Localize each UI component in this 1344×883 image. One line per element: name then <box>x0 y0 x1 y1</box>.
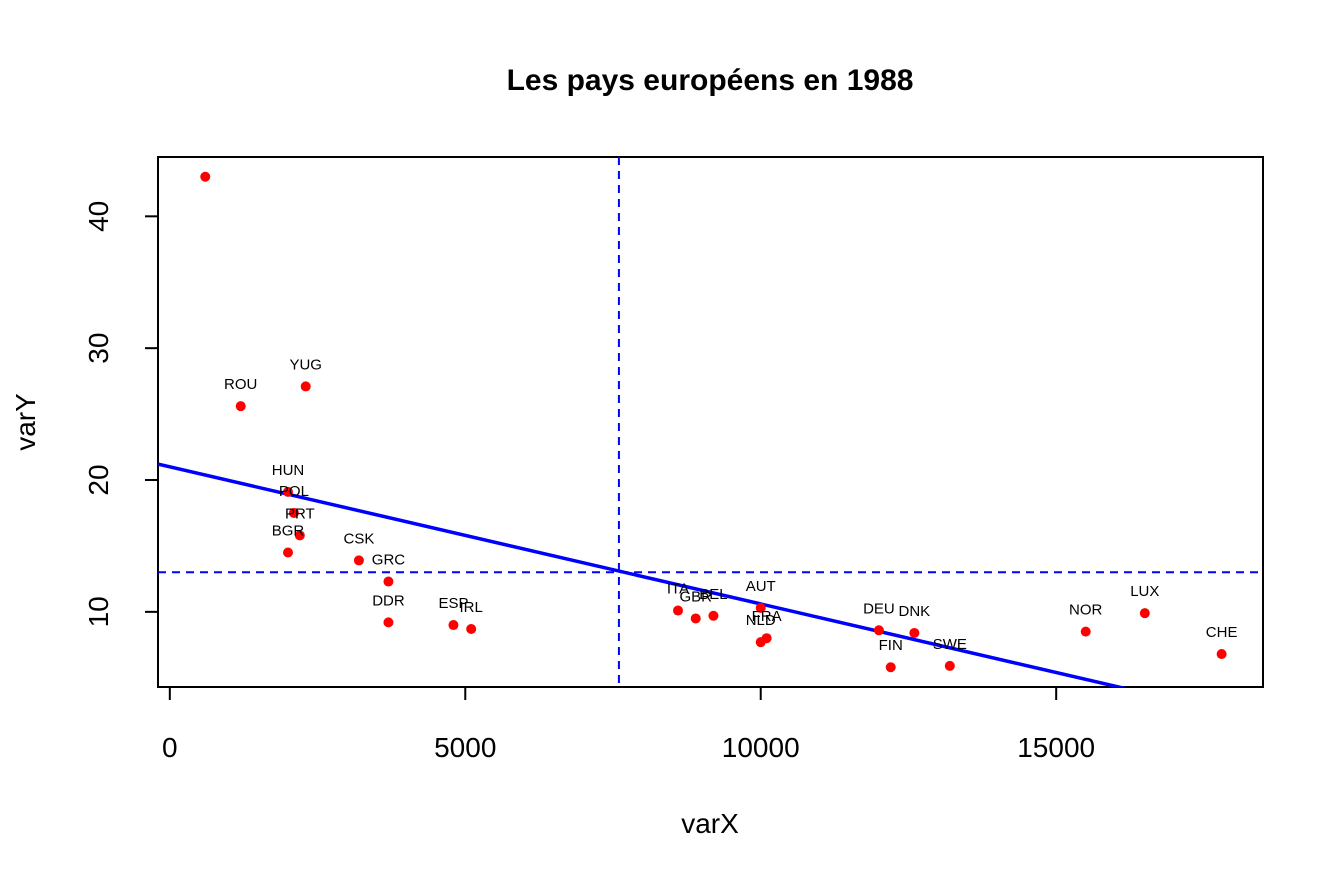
point-label: SWE <box>933 636 967 653</box>
regression-line <box>158 462 1127 687</box>
point-label: AUT <box>746 578 776 595</box>
data-point <box>690 613 701 624</box>
point-label: FRA <box>752 608 782 625</box>
data-point <box>235 401 246 412</box>
point-label: PRT <box>285 505 315 522</box>
data-point <box>448 620 459 631</box>
point-label: GRC <box>372 552 406 569</box>
data-point <box>1216 649 1227 660</box>
point-label: LUX <box>1130 583 1159 600</box>
x-tick-label: 10000 <box>722 732 800 763</box>
x-axis: 0 5000 10000 15000 <box>162 686 1095 763</box>
point-label: ROU <box>224 376 257 393</box>
data-point <box>944 660 955 671</box>
y-axis: 10 20 30 40 <box>83 201 159 627</box>
y-tick-label: 40 <box>83 201 114 232</box>
point-label: DEU <box>863 600 895 617</box>
data-point <box>466 623 477 634</box>
x-axis-title: varX <box>681 808 739 839</box>
chart-title: Les pays européens en 1988 <box>507 64 914 97</box>
y-tick-label: 10 <box>83 596 114 627</box>
point-label: YUG <box>289 356 322 373</box>
data-point <box>1139 608 1150 619</box>
data-point <box>300 381 311 392</box>
data-point <box>873 625 884 636</box>
point-label: IRL <box>460 599 483 616</box>
point-label: DNK <box>899 603 931 620</box>
data-point <box>1080 626 1091 637</box>
data-point <box>755 602 766 613</box>
x-tick-label: 0 <box>162 732 178 763</box>
data-point <box>383 576 394 587</box>
data-point <box>885 662 896 673</box>
data-point <box>283 547 293 558</box>
point-label: CSK <box>343 530 374 547</box>
x-tick-label: 5000 <box>434 732 496 763</box>
data-point <box>353 555 364 566</box>
data-point <box>909 627 920 638</box>
data-point <box>283 486 293 497</box>
point-label: CHE <box>1206 624 1238 641</box>
y-tick-label: 20 <box>83 464 114 495</box>
data-point <box>673 605 683 616</box>
data-point <box>288 507 299 518</box>
data-point <box>294 530 305 541</box>
data-point <box>200 171 211 182</box>
data-point <box>708 610 719 621</box>
point-label: ESP <box>438 595 468 612</box>
point-label: NLD <box>746 612 776 629</box>
data-point <box>755 637 766 648</box>
point-label: POL <box>279 483 309 500</box>
point-label: ITA <box>667 581 689 598</box>
point-label: DDR <box>372 592 405 609</box>
point-label: BEL <box>699 586 727 603</box>
data-point <box>383 617 394 628</box>
point-label: NOR <box>1069 602 1103 619</box>
y-axis-title: varY <box>10 393 41 451</box>
point-label: GBR <box>679 588 712 605</box>
point-label: HUN <box>272 462 305 479</box>
x-tick-label: 15000 <box>1017 732 1095 763</box>
y-tick-label: 30 <box>83 333 114 364</box>
point-label: FIN <box>879 637 903 654</box>
point-label: BGR <box>272 523 305 540</box>
